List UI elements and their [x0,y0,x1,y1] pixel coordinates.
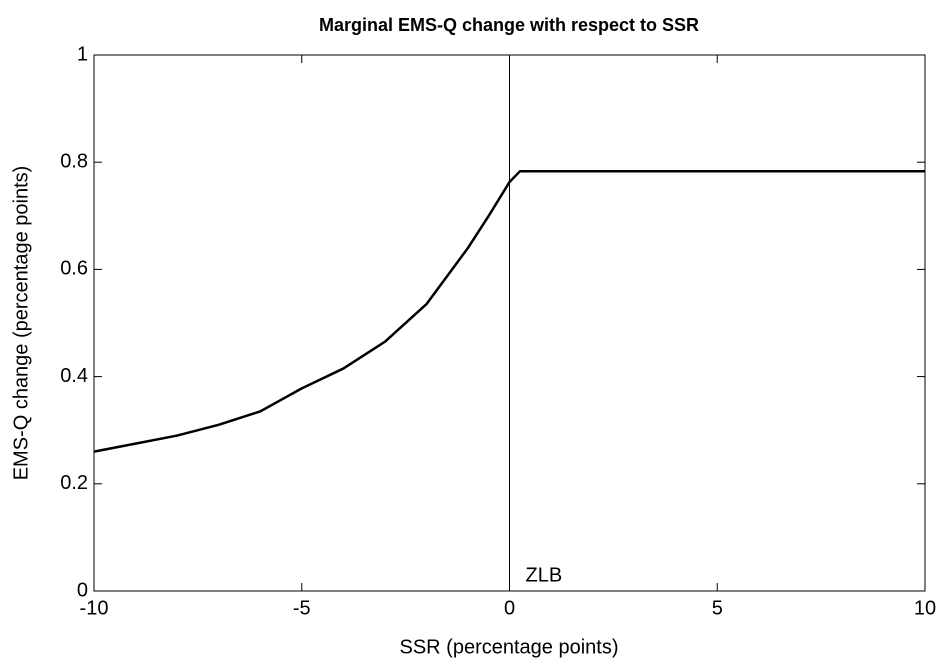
x-tick-label: 0 [504,597,515,619]
y-tick-label: 1 [77,43,88,65]
x-tick-label: -10 [80,597,109,619]
x-tick-label: -5 [293,597,311,619]
y-axis-label: EMS-Q change (percentage points) [10,166,32,481]
chart-title: Marginal EMS-Q change with respect to SS… [319,15,699,35]
x-axis-label: SSR (percentage points) [399,636,618,658]
y-tick-label: 0.8 [60,150,88,172]
annotation: ZLB [526,564,563,586]
y-tick-label: 0.4 [60,365,88,387]
x-tick-label: 10 [914,597,936,619]
y-tick-label: 0.2 [60,472,88,494]
data-line [93,170,925,453]
x-tick-label: 5 [712,597,723,619]
y-tick-label: 0.6 [60,258,88,280]
y-tick-label: 0 [77,579,88,601]
